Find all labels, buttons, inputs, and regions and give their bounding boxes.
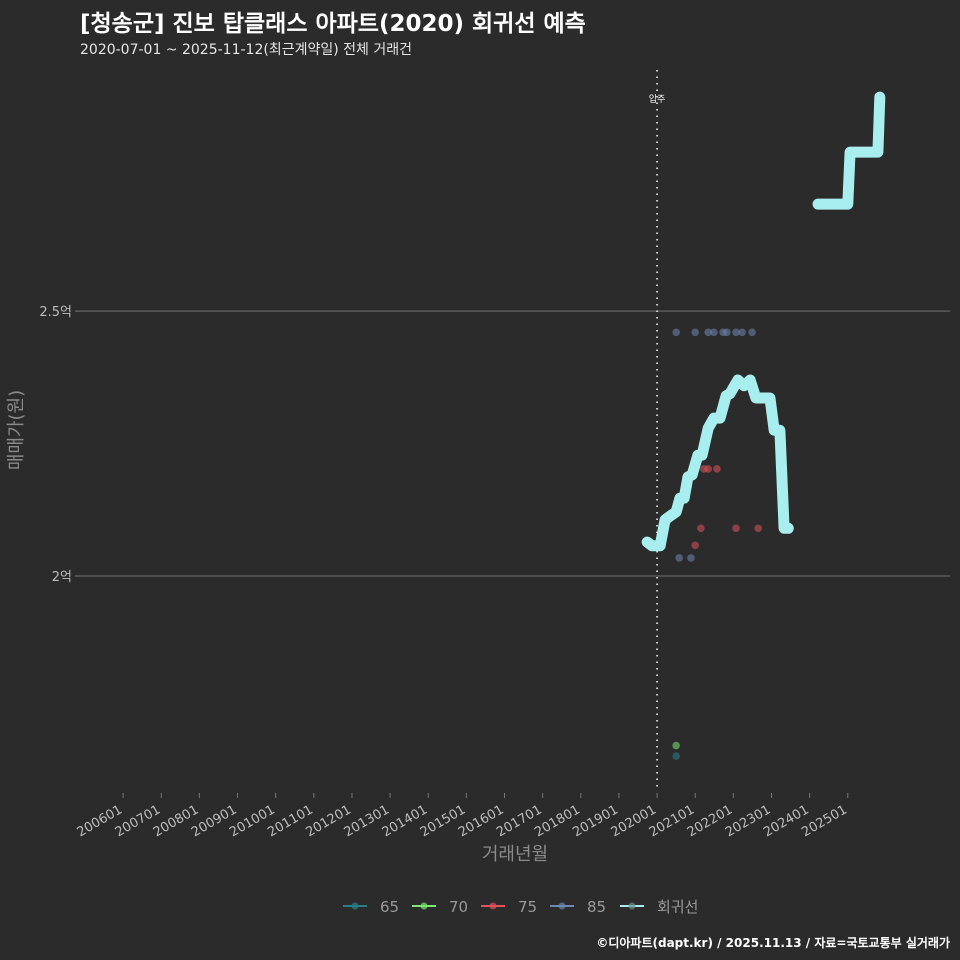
legend-dot-icon xyxy=(351,902,359,910)
data-point-85 xyxy=(723,328,731,337)
data-point-75 xyxy=(691,541,700,550)
legend-dot-icon xyxy=(558,902,566,910)
data-point-85 xyxy=(710,328,718,337)
legend-item-85: 85 xyxy=(550,898,606,916)
data-point-75 xyxy=(732,524,740,533)
legend-label: 70 xyxy=(449,898,468,916)
data-point-75 xyxy=(754,524,762,533)
regression-line xyxy=(812,91,886,210)
data-point-75 xyxy=(704,465,712,473)
legend-label: 65 xyxy=(380,898,399,916)
data-point-85 xyxy=(687,554,695,562)
move-in-label: 입주 xyxy=(649,93,666,105)
legend-label: 75 xyxy=(518,898,537,916)
legend-item-regression: 회귀선 xyxy=(620,898,698,916)
legend-item-75: 75 xyxy=(481,898,537,916)
legend-dot-icon xyxy=(420,902,428,910)
y-tick-label: 2.5억 xyxy=(39,305,72,320)
y-axis-label: 매매가(원) xyxy=(6,390,27,470)
data-point-70 xyxy=(672,741,680,750)
data-point-65 xyxy=(672,752,680,760)
legend-item-65: 65 xyxy=(343,898,399,916)
x-axis-label: 거래년월 xyxy=(482,844,548,865)
legend-dot-icon xyxy=(628,902,636,910)
data-point-85 xyxy=(748,328,756,337)
data-point-85 xyxy=(704,328,712,337)
legend-label: 85 xyxy=(587,898,606,916)
data-point-85 xyxy=(691,328,700,337)
legend-item-70: 70 xyxy=(412,898,468,916)
regression-line xyxy=(641,374,794,552)
source-caption: ©디아파트(dapt.kr) / 2025.11.13 / 자료=국토교통부 실… xyxy=(596,936,950,950)
data-point-85 xyxy=(738,328,746,337)
data-point-75 xyxy=(713,465,721,473)
data-point-75 xyxy=(697,524,705,533)
y-tick-label: 2억 xyxy=(52,570,72,585)
data-point-85 xyxy=(675,554,683,562)
data-point-85 xyxy=(672,328,680,337)
data-point-85 xyxy=(732,328,740,337)
legend-label: 회귀선 xyxy=(657,898,698,916)
chart-title: [청송군] 진보 탑클래스 아파트(2020) 회귀선 예측 xyxy=(80,11,586,37)
legend-dot-icon xyxy=(489,902,497,910)
chart-subtitle: 2020-07-01 ~ 2025-11-12(최근계약일) 전체 거래건 xyxy=(80,42,412,58)
